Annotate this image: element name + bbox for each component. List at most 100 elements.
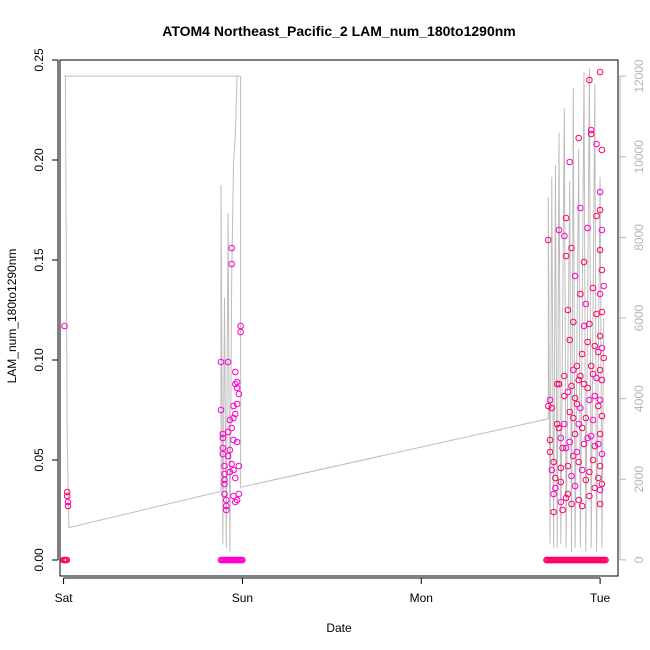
- data-point: [557, 478, 565, 486]
- right-tick-label: 10000: [632, 140, 646, 174]
- data-point: [577, 404, 584, 412]
- data-point: [577, 204, 584, 212]
- data-point: [233, 384, 241, 392]
- data-point: [580, 380, 588, 388]
- data-point: [577, 372, 584, 380]
- data-point: [564, 306, 572, 314]
- data-point: [223, 502, 230, 510]
- data-point: [575, 496, 583, 504]
- x-axis-label: Date: [326, 621, 352, 635]
- data-point: [596, 366, 604, 374]
- data-point: [564, 388, 572, 396]
- data-point: [587, 362, 595, 370]
- data-point: [553, 420, 561, 428]
- data-point: [596, 486, 604, 494]
- data-point: [587, 130, 595, 138]
- data-point: [221, 480, 228, 488]
- data-point: [596, 430, 604, 438]
- data-point: [575, 458, 583, 466]
- data-point: [578, 502, 586, 510]
- data-point: [232, 380, 239, 388]
- data-point: [232, 410, 239, 418]
- data-point: [584, 338, 591, 346]
- data-point: [221, 462, 228, 470]
- data-point: [63, 488, 71, 496]
- data-point: [233, 400, 241, 408]
- y-tick-label: 0.20: [32, 148, 46, 172]
- data-point: [571, 430, 579, 438]
- data-point: [570, 414, 577, 422]
- data-point: [589, 456, 597, 464]
- data-point: [598, 480, 606, 488]
- data-point: [586, 320, 593, 328]
- data-point: [561, 372, 568, 380]
- data-point: [568, 244, 575, 252]
- right-tick-label: 2000: [632, 466, 646, 493]
- x-tick-label: Mon: [410, 591, 433, 605]
- data-point: [582, 476, 590, 484]
- data-point: [586, 76, 593, 84]
- data-point: [564, 490, 572, 498]
- data-point: [233, 438, 241, 446]
- data-point: [235, 462, 243, 470]
- data-point: [578, 466, 586, 474]
- data-point: [232, 498, 239, 506]
- data-point: [596, 246, 604, 254]
- data-point: [568, 472, 575, 480]
- data-point: [217, 358, 225, 366]
- data-point: [230, 402, 237, 410]
- data-point: [562, 494, 570, 502]
- data-point: [562, 444, 570, 452]
- right-series-line: [63, 68, 605, 552]
- data-point: [233, 496, 241, 504]
- data-point: [566, 438, 574, 446]
- data-point: [228, 460, 235, 468]
- data-point: [226, 446, 234, 454]
- data-point: [546, 436, 554, 444]
- data-point: [596, 462, 604, 470]
- data-point: [561, 392, 568, 400]
- data-point: [553, 380, 561, 388]
- data-point: [596, 332, 604, 340]
- data-point: [219, 434, 227, 442]
- right-axis-series: [63, 68, 605, 552]
- x-tick-label: Tue: [590, 591, 611, 605]
- data-point: [568, 382, 575, 390]
- data-point: [596, 188, 604, 196]
- data-point: [598, 450, 606, 458]
- data-point: [589, 370, 597, 378]
- data-point: [548, 404, 556, 412]
- data-point: [548, 466, 556, 474]
- data-point: [228, 244, 235, 252]
- data-point: [559, 444, 566, 452]
- data-point: [552, 474, 559, 482]
- data-point: [228, 260, 235, 268]
- data-point: [224, 452, 232, 460]
- data-point: [552, 484, 559, 492]
- data-point: [586, 492, 593, 500]
- data-point: [595, 440, 602, 448]
- data-point: [232, 474, 239, 482]
- right-tick-label: 8000: [632, 224, 646, 251]
- chart-title: ATOM4 Northeast_Pacific_2 LAM_num_180to1…: [162, 23, 516, 39]
- data-point: [570, 318, 577, 326]
- right-tick-label: 6000: [632, 304, 646, 331]
- data-point: [573, 400, 581, 408]
- y-tick-label: 0.10: [32, 348, 46, 372]
- data-point: [578, 424, 586, 432]
- data-point: [570, 366, 577, 374]
- data-point: [223, 506, 230, 514]
- data-point: [584, 434, 591, 442]
- data-point: [598, 376, 606, 384]
- data-point: [575, 376, 583, 384]
- data-point: [596, 206, 604, 214]
- plot-frame: [59, 59, 619, 577]
- data-point: [591, 392, 599, 400]
- data-point: [571, 394, 579, 402]
- data-point: [586, 468, 593, 476]
- data-point: [591, 342, 599, 350]
- data-point: [596, 396, 604, 404]
- x-tick-label: Sun: [232, 591, 253, 605]
- data-point: [584, 384, 591, 392]
- data-point: [575, 134, 583, 142]
